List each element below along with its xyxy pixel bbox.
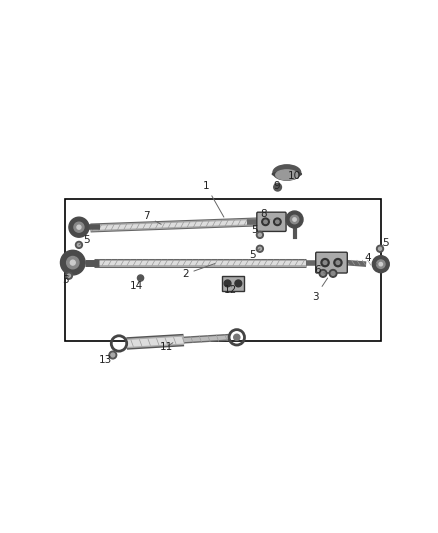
Circle shape <box>109 351 117 359</box>
Text: 5: 5 <box>62 274 69 285</box>
Text: 1: 1 <box>203 181 224 217</box>
Text: 5: 5 <box>251 224 258 235</box>
Circle shape <box>60 251 85 275</box>
Circle shape <box>235 280 242 287</box>
Text: 5: 5 <box>249 249 260 260</box>
Circle shape <box>286 211 303 228</box>
Circle shape <box>321 271 325 276</box>
Bar <box>65 199 381 341</box>
Text: 3: 3 <box>312 278 328 302</box>
Circle shape <box>67 256 79 269</box>
Circle shape <box>74 222 84 232</box>
Circle shape <box>75 241 82 248</box>
Circle shape <box>256 245 263 252</box>
Text: 12: 12 <box>224 285 237 295</box>
Circle shape <box>377 245 384 252</box>
Circle shape <box>71 260 75 265</box>
Circle shape <box>234 334 240 341</box>
Text: 8: 8 <box>261 209 270 220</box>
Circle shape <box>276 220 279 223</box>
Circle shape <box>290 215 299 224</box>
Text: 11: 11 <box>159 342 173 352</box>
Text: 7: 7 <box>143 212 161 224</box>
Circle shape <box>77 225 81 229</box>
Text: 10: 10 <box>288 171 301 181</box>
Circle shape <box>78 244 81 246</box>
Circle shape <box>138 275 144 281</box>
Circle shape <box>331 271 335 276</box>
FancyBboxPatch shape <box>316 252 347 273</box>
Text: 9: 9 <box>273 181 280 191</box>
Circle shape <box>258 247 261 251</box>
Circle shape <box>67 274 71 277</box>
Circle shape <box>377 260 385 269</box>
Text: 13: 13 <box>99 356 113 366</box>
Circle shape <box>372 256 389 273</box>
Ellipse shape <box>272 172 301 176</box>
Circle shape <box>293 218 296 221</box>
Ellipse shape <box>273 165 301 180</box>
Circle shape <box>319 270 327 277</box>
Circle shape <box>379 262 382 266</box>
Text: 14: 14 <box>130 280 143 290</box>
Circle shape <box>65 272 72 279</box>
Circle shape <box>329 270 337 277</box>
Text: 5: 5 <box>382 238 389 248</box>
Circle shape <box>336 261 340 264</box>
Text: 2: 2 <box>182 263 215 279</box>
Circle shape <box>334 259 342 266</box>
Circle shape <box>321 259 329 266</box>
Text: 5: 5 <box>79 235 90 245</box>
Circle shape <box>69 217 89 237</box>
Circle shape <box>274 218 281 225</box>
Ellipse shape <box>276 170 298 180</box>
Text: 4: 4 <box>364 253 377 264</box>
Circle shape <box>264 220 267 223</box>
Circle shape <box>258 233 261 237</box>
Circle shape <box>111 353 115 357</box>
Circle shape <box>256 231 263 238</box>
Circle shape <box>262 218 269 225</box>
Circle shape <box>378 247 381 251</box>
Circle shape <box>323 261 327 264</box>
Circle shape <box>274 183 282 191</box>
Circle shape <box>224 280 231 287</box>
Text: 6: 6 <box>314 265 325 276</box>
FancyBboxPatch shape <box>257 212 286 231</box>
Bar <box>222 276 244 291</box>
